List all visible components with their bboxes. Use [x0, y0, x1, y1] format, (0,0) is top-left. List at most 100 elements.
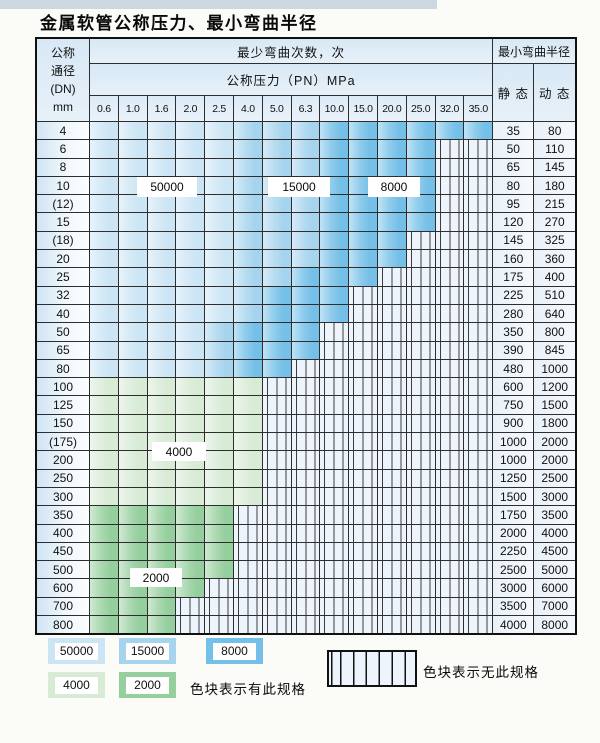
spec-cell [118, 597, 147, 616]
header-dn-line: (DN) [50, 82, 76, 96]
dn-cell: 10 [37, 176, 89, 195]
static-value-cell: 160 [493, 250, 534, 268]
spec-cell [262, 122, 291, 140]
header-radius: 最小弯曲半径 [493, 39, 575, 63]
spec-cell [233, 268, 262, 286]
spec-cell [205, 323, 233, 341]
spec-cell [90, 451, 118, 469]
spec-cell-hatch [320, 323, 349, 341]
spec-cell-hatch [320, 616, 349, 634]
spec-cell [118, 378, 147, 396]
spec-cell-hatch [464, 616, 493, 634]
spec-cell [205, 542, 233, 561]
spec-cell [205, 469, 233, 487]
spec-cell-hatch [291, 597, 320, 616]
spec-cell [176, 304, 205, 323]
dn-cell: 250 [37, 469, 89, 487]
spec-cell [233, 359, 262, 378]
spec-cell-hatch [262, 469, 291, 487]
spec-cell-hatch [435, 176, 464, 195]
spec-cell [205, 414, 233, 433]
spec-cell [118, 304, 147, 323]
spec-cell-hatch [262, 433, 291, 451]
spec-cell-hatch [406, 487, 435, 506]
spec-cell [118, 414, 147, 433]
spec-cell-hatch [320, 579, 349, 597]
pressure-col-header: 0.6 [90, 96, 118, 121]
spec-cell [147, 487, 176, 506]
spec-cell [90, 616, 118, 634]
dn-cell: 800 [37, 616, 89, 634]
static-value-cell: 390 [493, 341, 534, 359]
spec-cell [233, 122, 262, 140]
spec-cell-hatch [205, 616, 233, 634]
spec-cell-hatch [262, 524, 291, 542]
spec-cell [291, 341, 320, 359]
spec-cell [205, 433, 233, 451]
dynamic-value-cell: 325 [534, 231, 575, 250]
spec-cell [205, 561, 233, 579]
spec-cell [262, 158, 291, 176]
dn-cell: 500 [37, 561, 89, 579]
spec-cell-hatch [320, 469, 349, 487]
legend-swatch: 8000 [206, 638, 263, 664]
spec-cell-hatch [320, 542, 349, 561]
spec-cell [349, 231, 377, 250]
spec-table: 公称 通径 (DN) mm 最少弯曲次数，次 最小弯曲半径 公称压力（PN）MP… [35, 37, 577, 636]
spec-cell-hatch [291, 359, 320, 378]
spec-cell [118, 506, 147, 524]
spec-cell-hatch [406, 542, 435, 561]
spec-cell [118, 451, 147, 469]
spec-cell [118, 195, 147, 213]
spec-cell [205, 158, 233, 176]
header-static: 静 态 [493, 64, 534, 121]
spec-cell-hatch [291, 414, 320, 433]
spec-cell-hatch [262, 616, 291, 634]
spec-cell [147, 304, 176, 323]
spec-cell [406, 158, 435, 176]
spec-cell-hatch [377, 286, 406, 304]
spec-cell [118, 469, 147, 487]
dn-cell: (175) [37, 433, 89, 451]
spec-cell-hatch [349, 323, 377, 341]
spec-cell-hatch [377, 561, 406, 579]
spec-cell-hatch [377, 487, 406, 506]
spec-cell-hatch [377, 451, 406, 469]
spec-cell-hatch [464, 213, 493, 231]
spec-cell [377, 213, 406, 231]
spec-cell [176, 213, 205, 231]
spec-cell-hatch [377, 616, 406, 634]
spec-cell-hatch [464, 597, 493, 616]
spec-cell [233, 414, 262, 433]
static-value-cell: 3000 [493, 579, 534, 597]
spec-cell-hatch [406, 451, 435, 469]
spec-cell [262, 250, 291, 268]
spec-cell [118, 616, 147, 634]
spec-cell [262, 323, 291, 341]
spec-cell-hatch [464, 250, 493, 268]
spec-cell [233, 158, 262, 176]
spec-cell [262, 268, 291, 286]
spec-cell-hatch [464, 414, 493, 433]
static-value-cell: 95 [493, 195, 534, 213]
dn-cell: 25 [37, 268, 89, 286]
spec-cell [118, 122, 147, 140]
spec-cell [147, 213, 176, 231]
spec-cell [262, 195, 291, 213]
spec-cell [147, 140, 176, 158]
header-bend-cycles: 最少弯曲次数，次 [90, 39, 493, 63]
spec-cell [262, 304, 291, 323]
pressure-col-header: 6.3 [291, 96, 320, 121]
spec-cell [90, 122, 118, 140]
spec-cell [233, 487, 262, 506]
pressure-col-header: 2.0 [176, 96, 205, 121]
dn-cell: 600 [37, 579, 89, 597]
spec-cell [291, 304, 320, 323]
spec-cell [349, 195, 377, 213]
spec-cell-hatch [320, 597, 349, 616]
spec-cell-hatch [291, 433, 320, 451]
spec-cell [291, 250, 320, 268]
spec-cell-hatch [349, 359, 377, 378]
spec-cell-hatch [349, 433, 377, 451]
spec-cell [118, 341, 147, 359]
